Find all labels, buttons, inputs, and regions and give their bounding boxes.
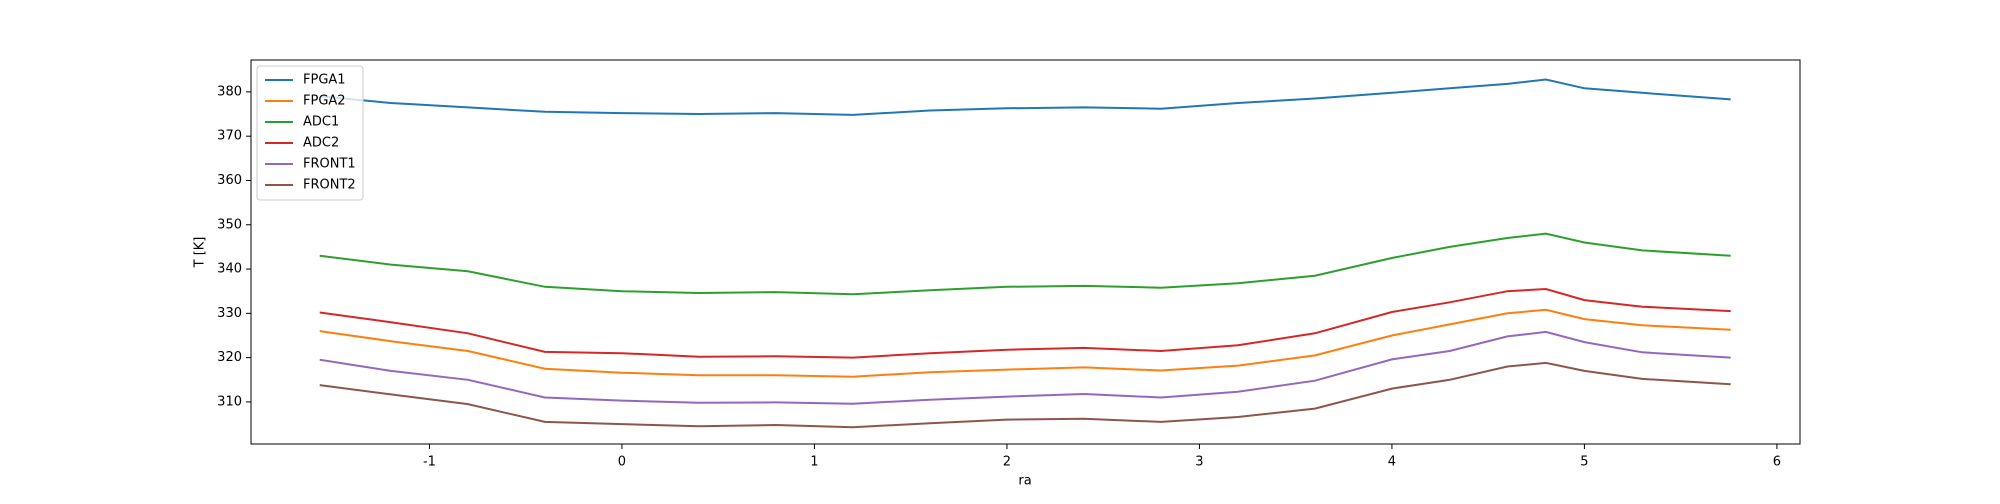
plot-frame [250,59,1801,445]
y-tick-label: 380 [217,84,242,99]
line [319,78,1731,116]
line [319,308,1731,378]
y-axis-label: T [K] [193,237,208,269]
legend-label: ADC1 [303,115,339,130]
y-tick-label: 370 [217,129,242,144]
legend-label: FRONT1 [303,157,356,172]
line [319,287,1731,359]
legend-label: FRONT2 [303,178,356,193]
x-tick-label: -1 [423,455,436,470]
x-axis-label: ra [1018,474,1031,489]
legend-label: FPGA2 [303,94,346,109]
x-tick-label: 0 [618,455,626,470]
line [319,361,1731,429]
x-tick-label: 4 [1388,455,1396,470]
legend-label: FPGA1 [303,73,346,88]
legend-label: ADC2 [303,136,339,151]
line [319,330,1731,405]
x-tick-label: 5 [1580,455,1588,470]
y-tick-label: 360 [217,173,242,188]
y-tick-label: 330 [217,306,242,321]
x-tick-label: 3 [1195,455,1203,470]
y-tick-label: 350 [217,217,242,232]
legend-box [256,65,364,201]
line [319,232,1731,296]
y-tick-label: 320 [217,350,242,365]
y-tick-label: 310 [217,394,242,409]
x-tick-label: 6 [1773,455,1781,470]
x-tick-label: 2 [1003,455,1011,470]
x-tick-label: 1 [810,455,818,470]
y-tick-label: 340 [217,262,242,277]
